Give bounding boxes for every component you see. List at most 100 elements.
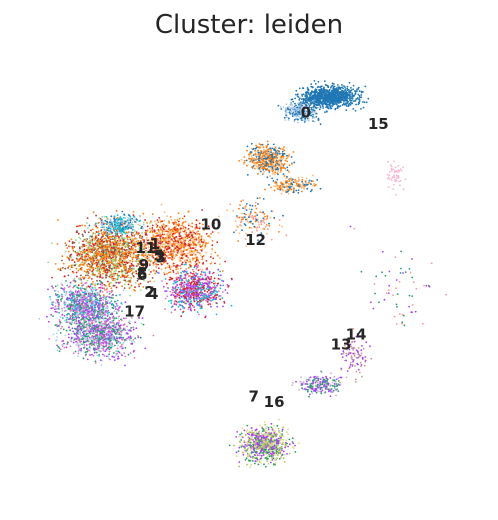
scatter-point xyxy=(276,168,278,171)
scatter-point xyxy=(336,84,339,86)
scatter-point xyxy=(305,97,307,100)
scatter-point xyxy=(308,103,311,105)
scatter-point xyxy=(207,235,210,238)
scatter-point xyxy=(345,105,348,107)
scatter-point xyxy=(80,261,83,264)
scatter-point xyxy=(62,266,64,269)
scatter-point xyxy=(272,159,275,161)
scatter-point xyxy=(176,254,178,257)
scatter-point xyxy=(132,239,135,242)
scatter-point xyxy=(206,268,208,271)
scatter-point xyxy=(288,164,291,167)
scatter-point xyxy=(273,216,276,219)
scatter-point xyxy=(256,167,259,169)
scatter-point xyxy=(103,283,106,286)
scatter-point xyxy=(305,92,308,95)
scatter-point xyxy=(262,154,265,157)
scatter-point xyxy=(308,106,311,109)
scatter-point xyxy=(105,253,107,256)
scatter-point xyxy=(346,87,349,90)
scatter-point xyxy=(352,88,355,91)
scatter-point xyxy=(230,277,233,280)
scatter-point xyxy=(356,88,358,90)
scatter-point xyxy=(108,255,111,258)
scatter-point xyxy=(196,249,199,252)
scatter-point xyxy=(262,220,265,223)
scatter-point xyxy=(130,233,133,236)
scatter-point xyxy=(289,109,291,111)
scatter-point xyxy=(88,248,91,251)
scatter-point xyxy=(278,147,281,150)
scatter-point xyxy=(348,81,351,84)
scatter-point xyxy=(159,237,162,240)
scatter-point xyxy=(314,98,317,100)
scatter-point xyxy=(172,282,175,285)
scatter-point xyxy=(280,192,283,195)
scatter-point xyxy=(292,151,295,153)
scatter-point xyxy=(125,260,128,263)
scatter-point xyxy=(281,150,284,153)
scatter-point xyxy=(172,271,175,273)
scatter-point xyxy=(189,247,192,250)
scatter-point xyxy=(312,113,315,116)
scatter-point xyxy=(192,258,194,261)
scatter-point xyxy=(120,244,123,247)
scatter-point xyxy=(331,105,334,107)
scatter-point xyxy=(92,280,94,283)
scatter-point xyxy=(291,178,294,181)
scatter-point xyxy=(160,268,163,271)
scatter-point xyxy=(170,306,173,308)
scatter-point xyxy=(115,269,117,272)
scatter-point xyxy=(269,159,272,162)
scatter-point xyxy=(300,98,303,101)
scatter-point xyxy=(62,262,65,265)
scatter-point xyxy=(357,93,360,96)
scatter-point xyxy=(175,300,178,303)
scatter-point xyxy=(274,171,277,174)
scatter-point xyxy=(301,185,304,187)
scatter-point xyxy=(295,189,298,192)
scatter-point xyxy=(170,228,173,231)
scatter-point xyxy=(189,262,192,264)
scatter-point xyxy=(116,253,119,256)
scatter-point xyxy=(92,268,95,271)
scatter-point xyxy=(131,234,134,237)
scatter-point xyxy=(71,264,74,266)
scatter-point xyxy=(335,94,338,97)
scatter-point xyxy=(249,204,252,207)
scatter-point xyxy=(190,231,192,234)
scatter-point xyxy=(269,175,271,178)
scatter-point xyxy=(110,277,113,280)
scatter-point xyxy=(119,242,121,245)
scatter-point xyxy=(73,241,76,244)
scatter-point xyxy=(257,221,260,224)
scatter-point xyxy=(313,104,315,107)
scatter-point xyxy=(184,236,187,239)
scatter-point xyxy=(172,253,174,255)
scatter-point xyxy=(187,256,189,259)
scatter-point xyxy=(122,239,125,241)
scatter-point xyxy=(325,99,328,102)
scatter-point xyxy=(310,93,313,95)
scatter-point xyxy=(87,227,89,229)
scatter-point xyxy=(301,102,304,104)
scatter-point xyxy=(110,273,113,276)
scatter-point xyxy=(395,177,398,180)
scatter-point xyxy=(262,152,264,155)
scatter-point xyxy=(395,193,397,196)
scatter-point xyxy=(295,108,298,110)
scatter-point xyxy=(232,209,235,212)
scatter-point xyxy=(201,209,204,211)
scatter-point xyxy=(106,255,109,257)
scatter-point xyxy=(301,119,303,122)
scatter-point xyxy=(345,109,348,112)
scatter-point xyxy=(129,253,132,256)
scatter-point xyxy=(330,107,332,110)
scatter-point xyxy=(394,166,397,169)
scatter-point xyxy=(303,110,306,113)
scatter-point xyxy=(284,119,287,121)
scatter-point xyxy=(266,148,269,151)
scatter-point xyxy=(181,254,184,256)
scatter-point xyxy=(95,244,97,247)
scatter-point xyxy=(284,168,287,171)
